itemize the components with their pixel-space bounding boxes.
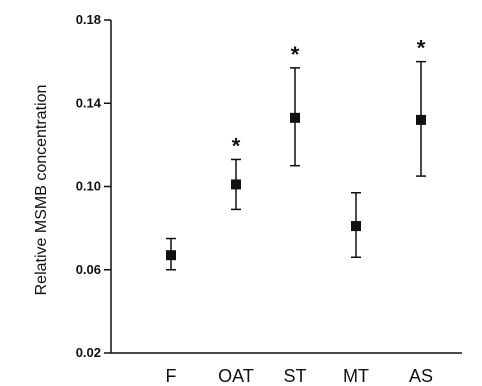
x-category-label: F (166, 366, 177, 386)
data-marks: * * * (166, 36, 426, 271)
y-tick-label: 0.06 (76, 262, 101, 277)
y-axis-title: Relative MSMB concentration (33, 85, 50, 296)
x-category-label: ST (283, 366, 306, 386)
data-point (231, 179, 241, 190)
data-point (351, 221, 361, 232)
y-tick-label: 0.10 (76, 179, 101, 194)
x-category-label: MT (343, 366, 369, 386)
significance-marker: * (232, 133, 241, 158)
y-tick-label: 0.18 (76, 12, 101, 27)
y-tick-label: 0.02 (76, 345, 101, 360)
significance-marker: * (291, 42, 300, 67)
significance-marker: * (417, 36, 426, 61)
data-point (166, 250, 176, 261)
y-ticks: 0.02 0.06 0.10 0.14 0.18 (76, 12, 111, 360)
x-category-label: AS (409, 366, 433, 386)
data-point (416, 114, 426, 125)
y-tick-label: 0.14 (76, 95, 102, 110)
x-category-label: OAT (218, 366, 254, 386)
x-labels: F OAT ST MT AS (166, 366, 434, 386)
data-point (290, 112, 300, 123)
